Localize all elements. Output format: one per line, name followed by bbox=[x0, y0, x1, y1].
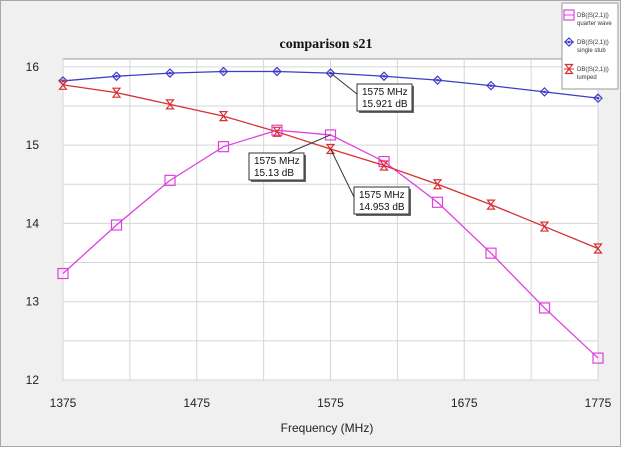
data-point bbox=[432, 179, 443, 190]
y-tick-label: 14 bbox=[26, 216, 40, 230]
data-point bbox=[217, 141, 230, 153]
legend-sublabel: single stub bbox=[577, 48, 606, 54]
data-point bbox=[539, 221, 550, 232]
data-point bbox=[164, 174, 176, 186]
ticks: 1375 1475 1575 1675 1775 12 13 14 15 16 bbox=[26, 60, 612, 410]
data-point bbox=[378, 155, 390, 168]
data-point bbox=[486, 80, 496, 91]
data-point bbox=[486, 199, 496, 210]
legend-label: DB(|S(2,1)|) bbox=[577, 13, 609, 19]
data-point bbox=[57, 267, 69, 280]
annotation-line2: 14.953 dB bbox=[359, 202, 405, 213]
x-tick-label: 1575 bbox=[317, 396, 344, 410]
legend-sublabel: lumped bbox=[577, 75, 597, 81]
annotation-line1: 1575 MHz bbox=[359, 190, 405, 201]
annotation-line2: 15.13 dB bbox=[254, 168, 294, 179]
data-point bbox=[165, 68, 175, 78]
annotation-box bbox=[353, 186, 410, 215]
annotation-line2: 15.921 dB bbox=[362, 99, 408, 110]
x-axis-title: Frequency (MHz) bbox=[281, 421, 374, 435]
data-point bbox=[379, 160, 389, 171]
data-point bbox=[110, 219, 123, 231]
y-tick-label: 16 bbox=[26, 60, 40, 74]
annotation-leader bbox=[330, 148, 355, 198]
legend-swatch-marker bbox=[564, 37, 574, 47]
x-tick-label: 1375 bbox=[50, 396, 77, 410]
y-tick-label: 13 bbox=[26, 295, 40, 309]
legend-item: DB(|S(2,1)|) lumped bbox=[564, 63, 609, 81]
annotation-line1: 1575 MHz bbox=[254, 156, 300, 167]
legend-label: DB(|S(2,1)|) bbox=[577, 67, 609, 73]
annotation-box bbox=[248, 152, 305, 181]
chart-title: comparison s21 bbox=[280, 37, 373, 52]
legend-item: DB(|S(2,1)|) single stub bbox=[564, 37, 609, 54]
x-tick-label: 1675 bbox=[451, 396, 478, 410]
legend-swatch-marker bbox=[563, 9, 575, 21]
annotation-box bbox=[356, 83, 413, 112]
grid bbox=[62, 59, 599, 381]
data-point bbox=[431, 196, 444, 208]
legend-box bbox=[561, 2, 619, 90]
data-point bbox=[538, 302, 551, 314]
legend-swatch-marker bbox=[564, 63, 574, 75]
data-point bbox=[111, 87, 122, 98]
data-point bbox=[58, 79, 68, 90]
annotation-leader bbox=[330, 72, 358, 95]
y-tick-label: 15 bbox=[26, 138, 40, 152]
x-tick-label: 1775 bbox=[585, 396, 612, 410]
legend: DB(|S(2,1)|) quarter wave DB(|S(2,1)|) sing… bbox=[561, 2, 619, 90]
data-point bbox=[539, 87, 550, 97]
data-point bbox=[272, 126, 282, 137]
data-point bbox=[218, 66, 229, 77]
legend-label: DB(|S(2,1)|) bbox=[577, 40, 609, 46]
data-point bbox=[485, 247, 497, 259]
x-tick-label: 1475 bbox=[183, 396, 210, 410]
legend-sublabel: quarter wave bbox=[577, 21, 612, 27]
data-point bbox=[432, 75, 443, 85]
data-point bbox=[324, 129, 337, 141]
data-point bbox=[592, 352, 604, 364]
annotation-line1: 1575 MHz bbox=[362, 87, 408, 98]
data-point bbox=[379, 71, 389, 82]
data-point bbox=[111, 71, 122, 82]
data-point bbox=[218, 111, 229, 122]
data-point bbox=[165, 99, 175, 110]
data-point bbox=[272, 66, 282, 77]
y-tick-label: 12 bbox=[26, 373, 40, 387]
annotation-leader bbox=[287, 134, 331, 154]
legend-item: DB(|S(2,1)|) quarter wave bbox=[563, 9, 612, 27]
data-point bbox=[593, 93, 603, 103]
data-point bbox=[593, 243, 603, 254]
